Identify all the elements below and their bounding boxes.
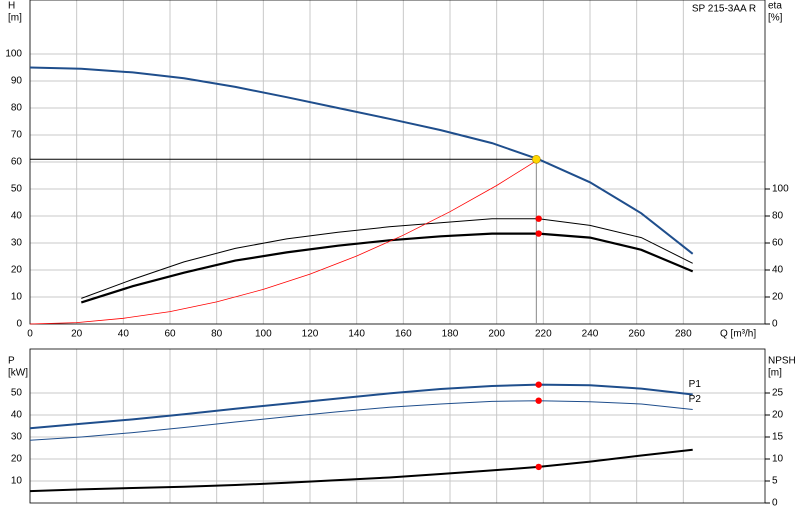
y-tick-label: 40 (11, 211, 23, 222)
y2-tick-label: 10 (772, 454, 784, 465)
y-tick-label: 80 (11, 103, 23, 114)
y-axis-label: P (8, 356, 15, 367)
y-tick-label: 0 (16, 319, 22, 330)
y2-axis-label: [%] (768, 13, 783, 24)
y2-axis-label: [m] (768, 368, 782, 379)
y-axis-label: [kW] (8, 368, 28, 379)
curve (29, 400, 693, 441)
y-tick-label: 30 (11, 238, 23, 249)
x-tick-label: 200 (488, 329, 505, 340)
x-tick-label: 120 (302, 329, 319, 340)
marker-point (535, 230, 542, 237)
label-box-text: SP 215-3AA R (692, 4, 756, 15)
y-tick-label: 10 (11, 476, 23, 487)
y-tick-label: 50 (11, 388, 23, 399)
curve (81, 218, 693, 299)
x-tick-label: 240 (582, 329, 599, 340)
y2-tick-label: 5 (772, 476, 778, 487)
x-tick-label: 40 (118, 329, 130, 340)
x-tick-label: 0 (27, 329, 33, 340)
duty-point (532, 155, 541, 164)
y2-tick-label: 20 (772, 292, 784, 303)
y2-tick-label: 80 (772, 211, 784, 222)
x-tick-label: 20 (71, 329, 83, 340)
y-tick-label: 30 (11, 432, 23, 443)
marker-point (535, 397, 542, 404)
curve-label: P2 (689, 394, 702, 405)
y2-tick-label: 15 (772, 432, 784, 443)
y2-tick-label: 0 (772, 319, 778, 330)
x-tick-label: 80 (211, 329, 223, 340)
x-tick-label: 160 (395, 329, 412, 340)
y-tick-label: 60 (11, 157, 23, 168)
x-tick-label: 280 (675, 329, 692, 340)
marker-point (535, 381, 542, 388)
curve (29, 66, 694, 255)
y2-tick-label: 100 (772, 184, 789, 195)
y2-tick-label: 40 (772, 265, 784, 276)
y2-tick-label: 25 (772, 388, 784, 399)
curve (80, 232, 694, 304)
y-tick-label: 90 (11, 76, 23, 87)
y-tick-label: 70 (11, 130, 23, 141)
y-tick-label: 20 (11, 265, 23, 276)
y2-tick-label: 60 (772, 238, 784, 249)
x-tick-label: 140 (348, 329, 365, 340)
marker-point (535, 215, 542, 222)
curve (29, 158, 539, 325)
plot-frame (29, 0, 766, 325)
y-tick-label: 50 (11, 184, 23, 195)
curve (29, 448, 693, 493)
y2-axis-label: eta (768, 1, 782, 12)
x-axis-label: Q [m³/h] (720, 329, 756, 340)
x-tick-label: 260 (628, 329, 645, 340)
curve-label: P1 (689, 379, 702, 390)
x-tick-label: 60 (164, 329, 176, 340)
x-tick-label: 100 (255, 329, 272, 340)
x-tick-label: 180 (442, 329, 459, 340)
y-tick-label: 100 (5, 49, 22, 60)
y2-axis-label: NPSH (768, 356, 796, 367)
plot-frame (29, 348, 766, 504)
y-tick-label: 10 (11, 292, 23, 303)
y-tick-label: 20 (11, 454, 23, 465)
y-axis-label: H (8, 1, 15, 12)
y2-tick-label: 0 (772, 498, 778, 509)
y2-tick-label: 20 (772, 410, 784, 421)
curve (29, 383, 693, 430)
y-axis-label: [m] (8, 13, 22, 24)
y-tick-label: 40 (11, 410, 23, 421)
plot-area (30, 349, 765, 503)
marker-point (535, 463, 542, 471)
x-tick-label: 220 (535, 329, 552, 340)
